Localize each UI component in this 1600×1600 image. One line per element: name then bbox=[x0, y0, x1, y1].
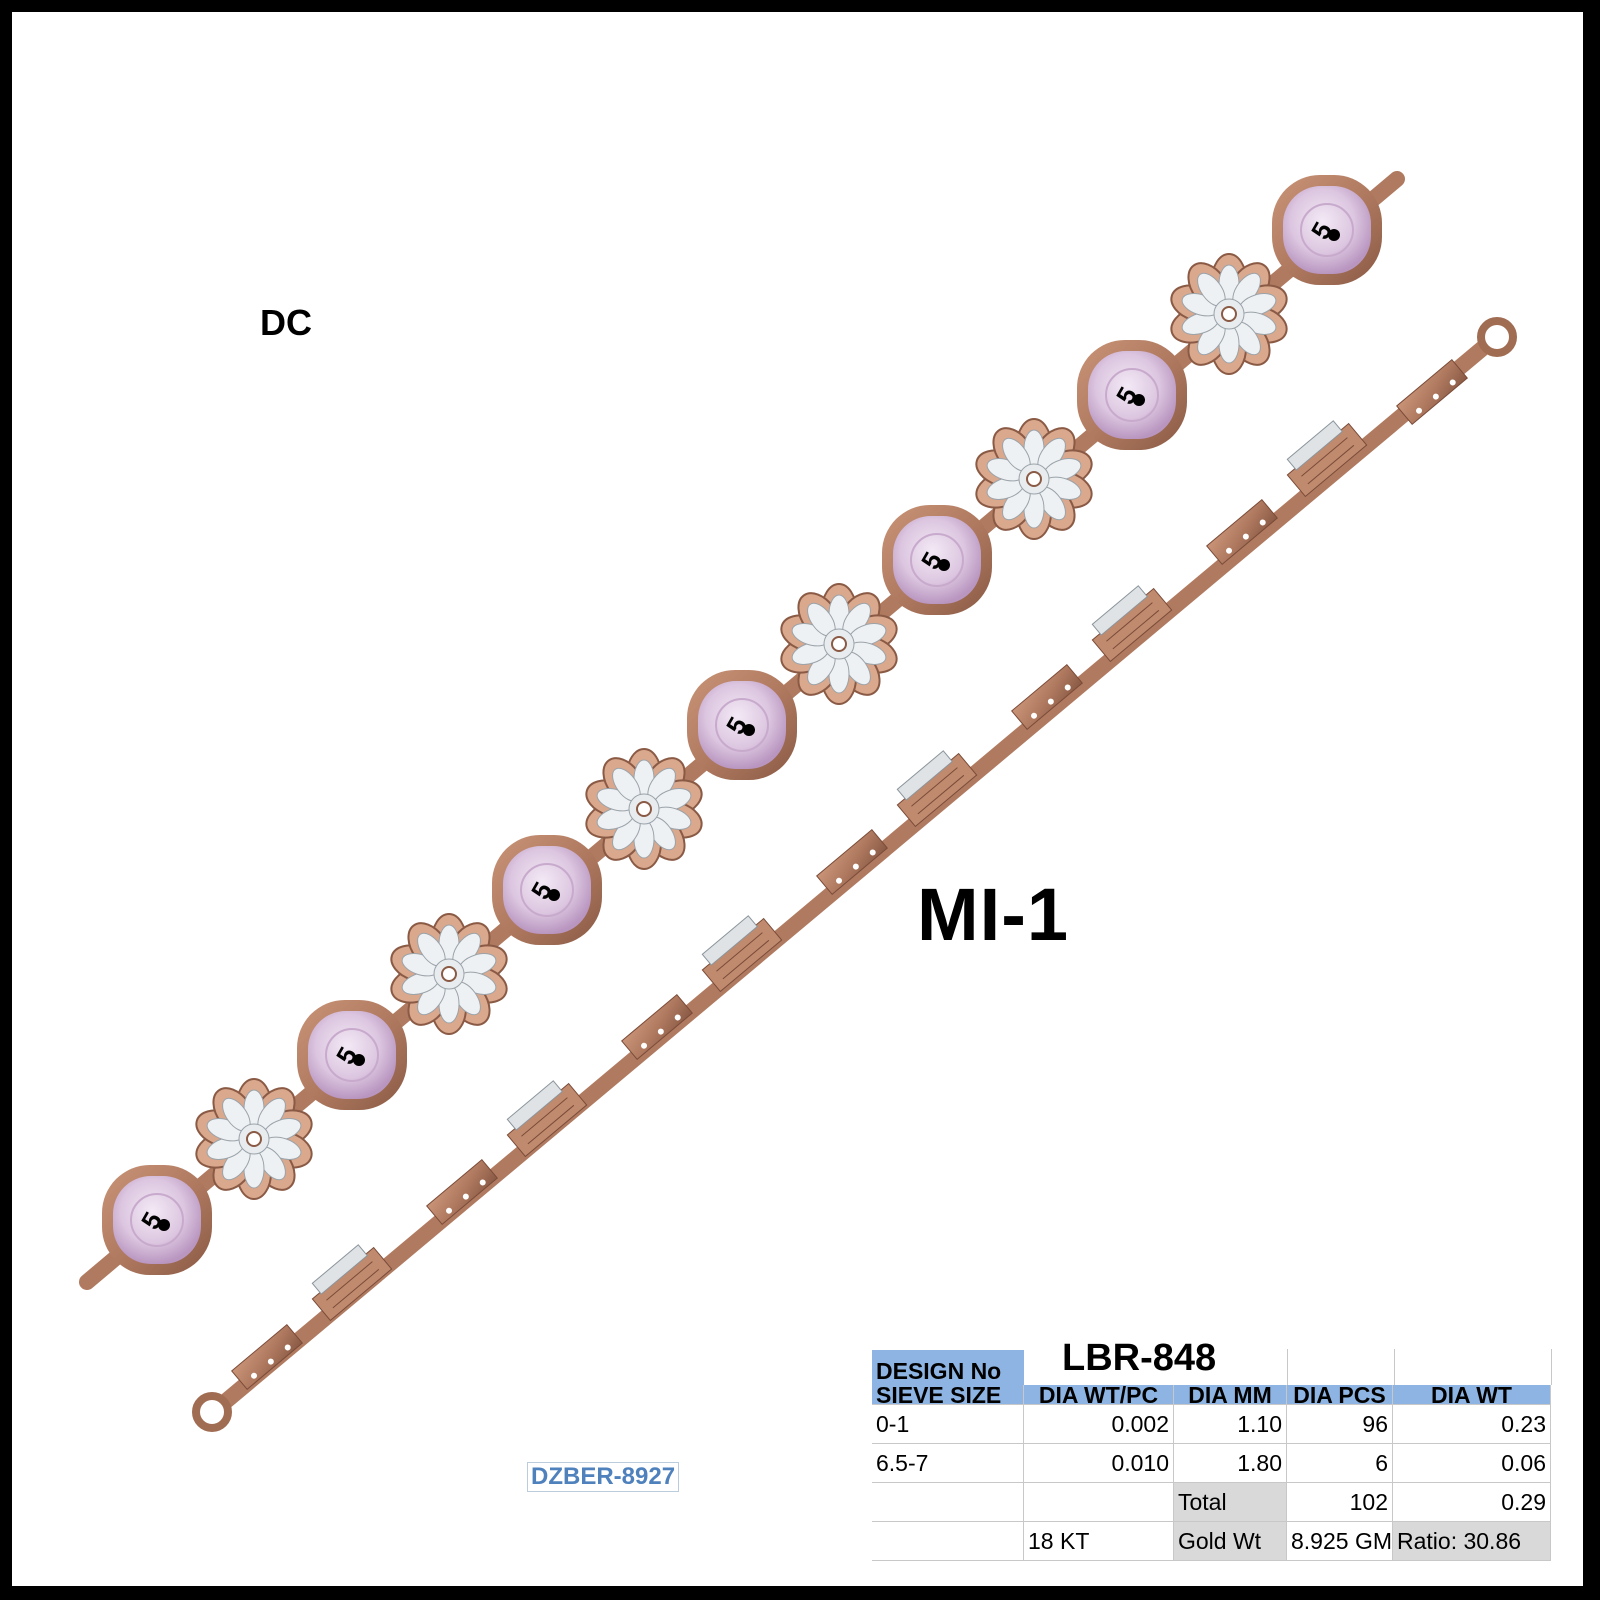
design-no-value: LBR-848 bbox=[1062, 1337, 1217, 1379]
empty-cell bbox=[1024, 1483, 1174, 1522]
drawing-sheet: 5 5 5 5 5 5 5 DC MI-1 DZBER-8927 DESIGN … bbox=[12, 12, 1583, 1586]
dia-wt-cell: 0.06 bbox=[1393, 1444, 1551, 1483]
karat-cell: 18 KT bbox=[1024, 1522, 1174, 1561]
sieve-size-cell: 6.5-7 bbox=[872, 1444, 1024, 1483]
dia-wt-pc-cell: 0.002 bbox=[1024, 1405, 1174, 1444]
bracelet-illustration: 5 5 5 5 5 5 5 bbox=[79, 171, 1517, 1432]
dia-pcs-cell: 96 bbox=[1287, 1405, 1393, 1444]
table-row: 6.5-7 0.010 1.80 6 0.06 bbox=[872, 1444, 1571, 1483]
gold-wt-label: Gold Wt bbox=[1174, 1522, 1287, 1561]
dia-wt-pc-cell: 0.010 bbox=[1024, 1444, 1174, 1483]
design-code-label: DZBER-8927 bbox=[527, 1462, 680, 1492]
header-sieve-size: SIEVE SIZE bbox=[872, 1385, 1024, 1405]
spec-table: DESIGN No LBR-848 SIEVE SIZE DIA WT/PC D… bbox=[872, 1337, 1571, 1581]
header-dia-wt: DIA WT bbox=[1393, 1385, 1551, 1405]
table-row: 0-1 0.002 1.10 96 0.23 bbox=[872, 1405, 1571, 1444]
gold-wt-value: 8.925 GM bbox=[1287, 1522, 1393, 1561]
total-label: Total bbox=[1174, 1483, 1287, 1522]
empty-cell bbox=[872, 1522, 1024, 1561]
dia-pcs-cell: 6 bbox=[1287, 1444, 1393, 1483]
design-no-label: DESIGN No bbox=[872, 1350, 1024, 1385]
dia-mm-cell: 1.10 bbox=[1174, 1405, 1287, 1444]
dia-wt-cell: 0.23 bbox=[1393, 1405, 1551, 1444]
design-no-row: DESIGN No LBR-848 bbox=[872, 1337, 1571, 1385]
title-cell bbox=[1287, 1349, 1395, 1385]
gold-row: 18 KT Gold Wt 8.925 GM Ratio: 30.86 bbox=[872, 1522, 1571, 1561]
header-dia-wt-pc: DIA WT/PC bbox=[1024, 1385, 1174, 1405]
view-label-mi: MI-1 bbox=[917, 873, 1069, 956]
view-label-dc: DC bbox=[260, 302, 312, 343]
ratio-cell: Ratio: 30.86 bbox=[1393, 1522, 1551, 1561]
dia-mm-cell: 1.80 bbox=[1174, 1444, 1287, 1483]
empty-cell bbox=[872, 1483, 1024, 1522]
header-row: SIEVE SIZE DIA WT/PC DIA MM DIA PCS DIA … bbox=[872, 1385, 1571, 1405]
header-dia-pcs: DIA PCS bbox=[1287, 1385, 1393, 1405]
total-pcs: 102 bbox=[1287, 1483, 1393, 1522]
title-cell bbox=[1393, 1349, 1552, 1385]
total-row: Total 102 0.29 bbox=[872, 1483, 1571, 1522]
sieve-size-cell: 0-1 bbox=[872, 1405, 1024, 1444]
header-dia-mm: DIA MM bbox=[1174, 1385, 1287, 1405]
total-wt: 0.29 bbox=[1393, 1483, 1551, 1522]
